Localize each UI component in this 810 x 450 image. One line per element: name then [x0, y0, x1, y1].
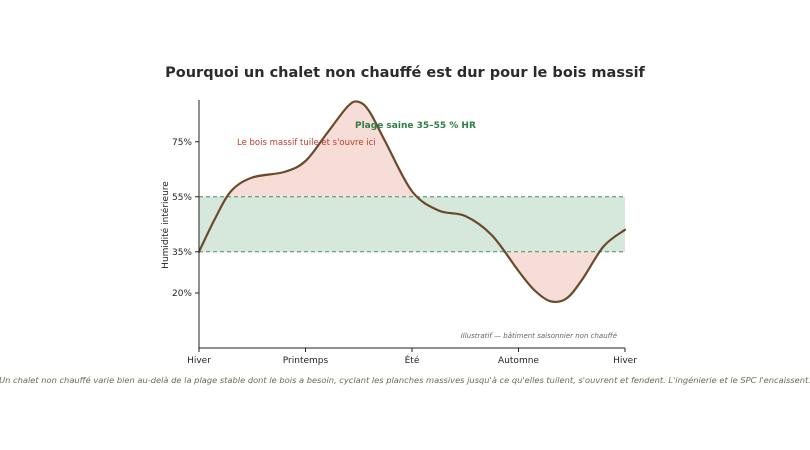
- x-tick-label: Été: [405, 354, 420, 366]
- x-tick-label: Automne: [498, 356, 539, 366]
- plot-area: 20% 35% 55% 75% Hiver Printemps Été Automne Hive…: [172, 100, 637, 366]
- y-tick-label: 75%: [172, 138, 192, 148]
- healthy-band: [199, 196, 625, 252]
- band-annotation: Plage saine 35–55 % HR: [355, 121, 476, 131]
- chart-caption: Un chalet non chauffé varie bien au-delà…: [0, 375, 810, 385]
- chart-title: Pourquoi un chalet non chauffé est dur p…: [165, 65, 645, 81]
- y-tick-label: 20%: [172, 289, 192, 299]
- humidity-line: [197, 100, 627, 304]
- x-tick-label: Printemps: [283, 356, 329, 366]
- illustrative-note: Illustratif — bâtiment saisonnier non ch…: [461, 332, 618, 340]
- x-tick-label: Hiver: [187, 356, 211, 366]
- x-tick-label: Hiver: [613, 356, 637, 366]
- y-axis-label: Humidité intérieure: [160, 181, 171, 269]
- y-tick-label: 55%: [172, 193, 192, 203]
- above-band-fill: [199, 101, 625, 197]
- y-tick-label: 35%: [172, 248, 192, 258]
- below-band-fill: [199, 251, 625, 302]
- wood-annotation: Le bois massif tuile et s'ouvre ici: [237, 138, 376, 148]
